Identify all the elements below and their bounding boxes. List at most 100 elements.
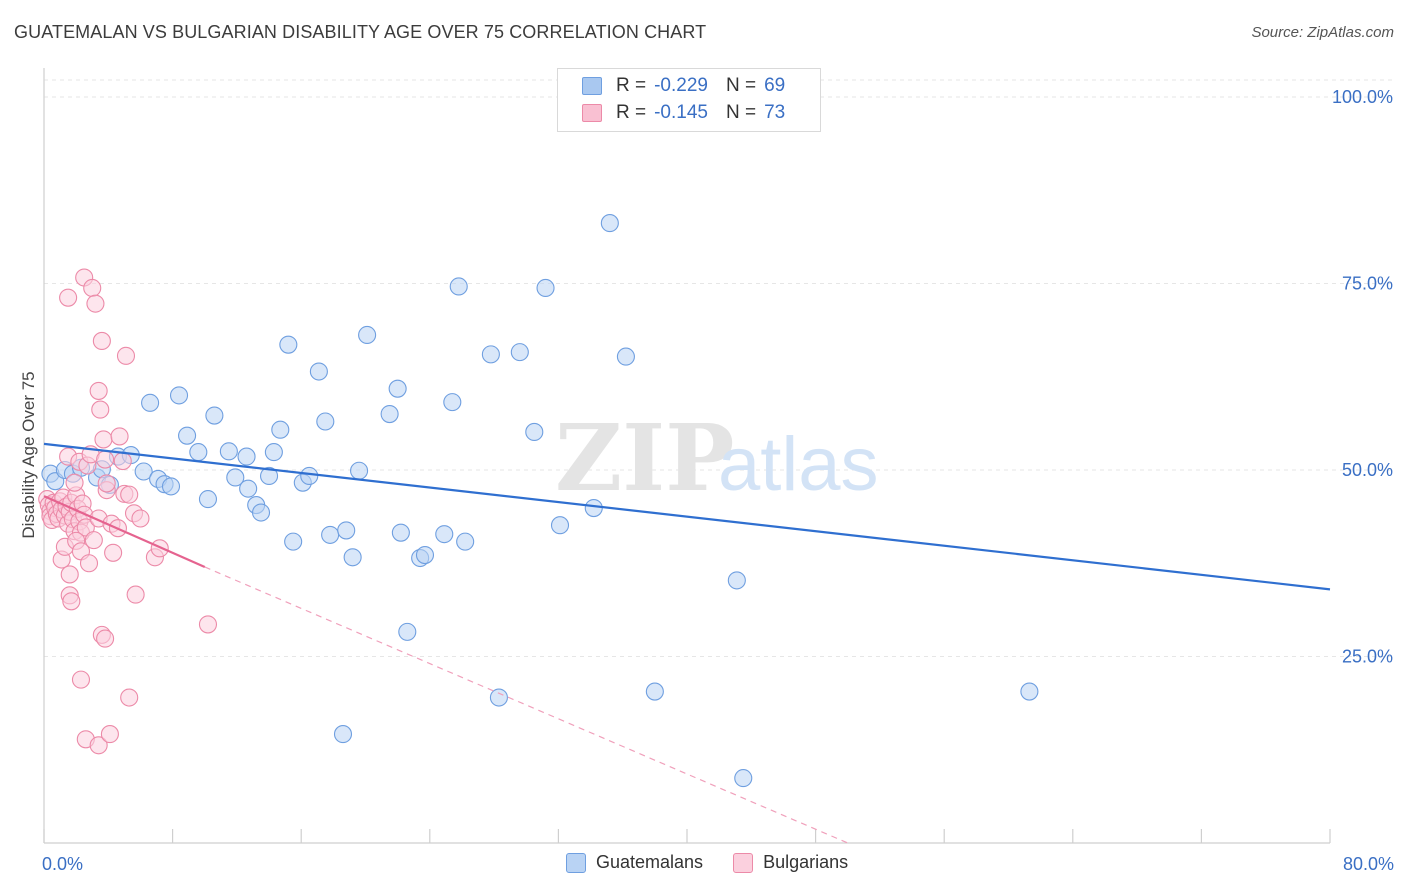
point-bulgarians	[60, 565, 79, 584]
point-bulgarians	[97, 474, 116, 493]
point-bulgarians	[79, 554, 99, 573]
legend-n-value: 73	[764, 102, 786, 123]
point-bulgarians	[86, 294, 105, 313]
legend-r-value: -0.229	[654, 75, 708, 96]
y-tick-label: 25.0%	[1342, 647, 1393, 667]
point-guatemalans	[391, 523, 410, 542]
axes	[43, 68, 1331, 844]
point-guatemalans	[481, 345, 500, 364]
x-tick-label-max: 80.0%	[1343, 854, 1394, 874]
point-guatemalans	[456, 532, 475, 551]
point-guatemalans	[226, 468, 245, 487]
point-guatemalans	[189, 443, 208, 462]
point-bulgarians	[110, 427, 129, 446]
point-guatemalans	[449, 277, 468, 296]
legend-row-guatemalans: R = -0.229 N = 69	[582, 73, 785, 99]
point-bulgarians	[76, 518, 95, 537]
point-bulgarians	[89, 736, 108, 755]
legend-n-value: 69	[764, 75, 786, 96]
point-guatemalans	[727, 571, 746, 590]
point-guatemalans	[489, 688, 508, 707]
point-bulgarians	[116, 346, 136, 365]
point-bulgarians	[89, 381, 108, 400]
point-bulgarians	[131, 509, 150, 528]
point-bulgarians	[94, 430, 113, 449]
point-guatemalans	[169, 386, 189, 405]
point-guatemalans	[279, 335, 298, 354]
y-axis-label: Disability Age Over 75	[19, 371, 38, 538]
point-guatemalans	[380, 404, 399, 424]
tick-labels: 25.0% 50.0% 75.0% 100.0% 0.0% 80.0%	[42, 87, 1394, 874]
grid-lines	[44, 79, 1392, 657]
point-guatemalans	[510, 343, 529, 362]
point-guatemalans	[1020, 682, 1039, 701]
point-guatemalans	[309, 362, 328, 381]
point-bulgarians	[96, 450, 115, 469]
watermark-atlas: atlas	[718, 422, 879, 507]
series-label-guatemalans: Guatemalans	[596, 852, 704, 872]
point-guatemalans	[443, 393, 462, 412]
legend-r-label: R =	[616, 102, 647, 123]
series-legend: Guatemalans Bulgarians	[566, 852, 878, 873]
point-guatemalans	[616, 347, 635, 366]
point-guatemalans	[525, 422, 544, 442]
point-guatemalans	[251, 503, 271, 522]
series-legend-guatemalans[interactable]: Guatemalans	[566, 852, 703, 873]
point-guatemalans	[734, 769, 753, 788]
legend-swatch-guatemalans	[582, 77, 602, 95]
point-guatemalans	[134, 462, 153, 481]
trend-guatemalans	[43, 442, 1331, 591]
point-guatemalans	[343, 548, 362, 567]
trend-ext-bulgarians	[204, 566, 848, 844]
series-label-bulgarians: Bulgarians	[763, 852, 849, 872]
series-swatch-bulgarians	[733, 852, 754, 873]
correlation-legend: R = -0.229 N = 69 R = -0.145 N = 73	[557, 68, 821, 132]
watermark-zip: ZIP	[555, 404, 734, 512]
point-guatemalans	[271, 420, 290, 439]
y-tick-label: 50.0%	[1342, 460, 1393, 480]
point-guatemalans	[388, 379, 407, 398]
point-bulgarians	[96, 629, 115, 648]
y-tick-label: 100.0%	[1332, 87, 1393, 107]
point-guatemalans	[321, 525, 340, 544]
point-guatemalans	[178, 426, 197, 445]
point-bulgarians	[100, 725, 119, 744]
trend-bulgarians	[43, 495, 206, 568]
point-guatemalans	[300, 466, 319, 486]
point-guatemalans	[350, 461, 369, 480]
data-points	[38, 214, 1039, 788]
point-guatemalans	[284, 532, 303, 551]
point-guatemalans	[398, 622, 417, 641]
point-bulgarians	[92, 331, 111, 350]
legend-swatch-bulgarians	[582, 104, 602, 122]
legend-n-label: N =	[725, 102, 757, 123]
point-bulgarians	[198, 615, 218, 634]
point-bulgarians	[113, 451, 132, 471]
point-guatemalans	[333, 725, 353, 744]
point-bulgarians	[71, 670, 91, 689]
point-guatemalans	[584, 498, 603, 518]
point-guatemalans	[219, 442, 238, 461]
point-guatemalans	[536, 278, 555, 298]
point-guatemalans	[337, 521, 356, 540]
point-guatemalans	[161, 477, 181, 496]
point-guatemalans	[259, 466, 279, 486]
legend-n-label: N =	[725, 75, 757, 96]
legend-r-value: -0.145	[654, 102, 708, 123]
point-bulgarians	[126, 585, 145, 604]
legend-r-label: R =	[616, 75, 647, 96]
point-bulgarians	[62, 592, 81, 611]
point-bulgarians	[91, 400, 110, 419]
point-bulgarians	[59, 288, 78, 307]
point-guatemalans	[645, 682, 664, 701]
watermark: ZIP atlas	[555, 404, 879, 512]
trend-lines	[43, 442, 1331, 844]
point-guatemalans	[316, 412, 335, 431]
series-legend-bulgarians[interactable]: Bulgarians	[733, 852, 848, 873]
point-bulgarians	[84, 531, 103, 550]
y-tick-label: 75.0%	[1342, 274, 1393, 294]
point-bulgarians	[65, 473, 84, 492]
point-bulgarians	[83, 278, 102, 298]
chart-title: GUATEMALAN VS BULGARIAN DISABILITY AGE O…	[14, 22, 707, 42]
